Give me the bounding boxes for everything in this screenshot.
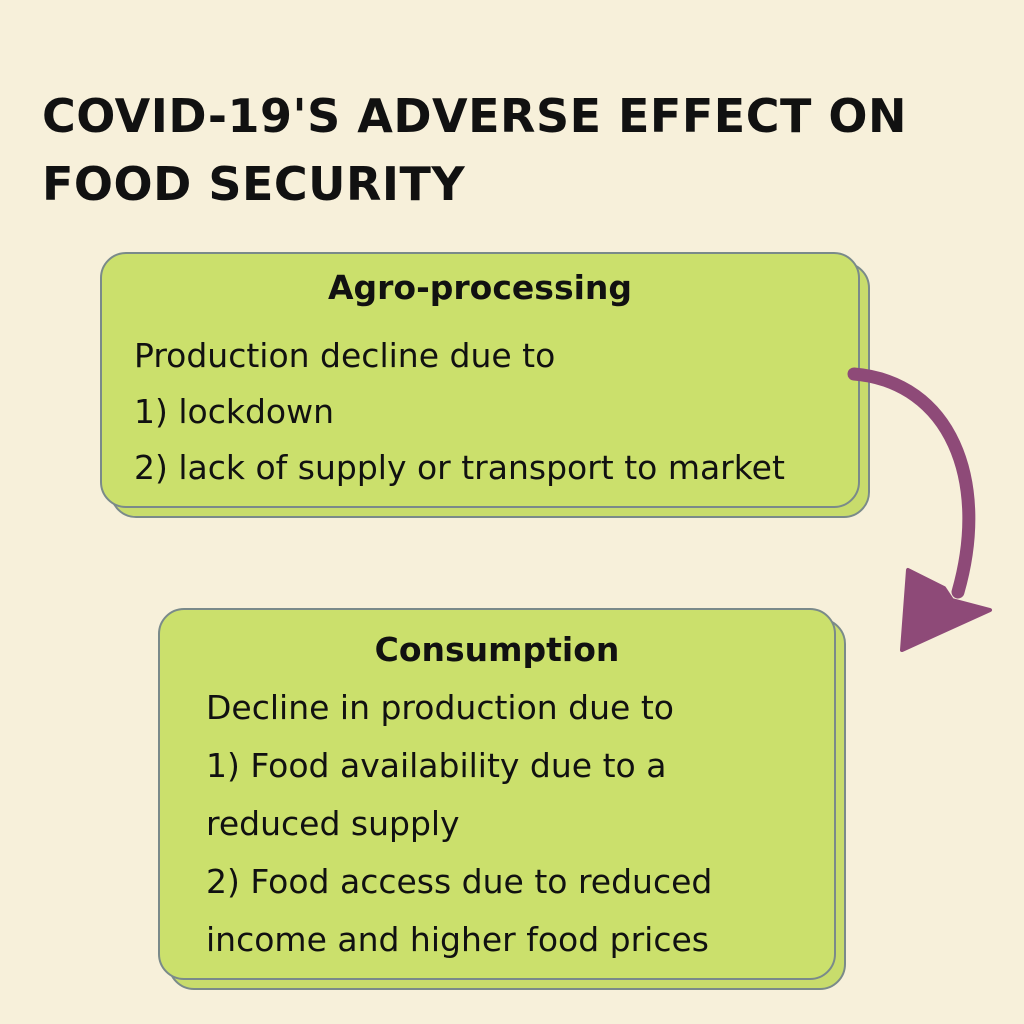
page-title-line-2: FOOD SECURITY bbox=[42, 157, 466, 211]
page-title-line-1: COVID-19'S ADVERSE EFFECT ON bbox=[42, 89, 907, 143]
consumption-line-5: income and higher food prices bbox=[206, 920, 709, 959]
agro-processing-card: Agro-processing Production decline due t… bbox=[100, 252, 870, 520]
agro-processing-line-1: Production decline due to bbox=[134, 336, 556, 375]
agro-processing-line-3: 2) lack of supply or transport to market bbox=[134, 448, 785, 487]
consumption-card: Consumption Decline in production due to… bbox=[158, 608, 848, 992]
agro-processing-heading: Agro-processing bbox=[327, 268, 633, 307]
agro-processing-line-2: 1) lockdown bbox=[134, 392, 335, 431]
consumption-card-body: Consumption Decline in production due to… bbox=[158, 608, 836, 980]
arrow-shaft bbox=[847, 367, 976, 599]
arrow-head bbox=[900, 568, 992, 652]
agro-processing-card-body: Agro-processing Production decline due t… bbox=[100, 252, 860, 508]
page-title: COVID-19'S ADVERSE EFFECT ON FOOD SECURI… bbox=[42, 82, 922, 218]
consumption-line-4: 2) Food access due to reduced bbox=[206, 862, 713, 901]
consumption-line-1: Decline in production due to bbox=[206, 688, 674, 727]
curved-arrow-down-icon bbox=[847, 367, 992, 652]
consumption-line-2: 1) Food availability due to a bbox=[206, 746, 667, 785]
consumption-heading: Consumption bbox=[374, 630, 620, 669]
consumption-line-3: reduced supply bbox=[206, 804, 460, 843]
